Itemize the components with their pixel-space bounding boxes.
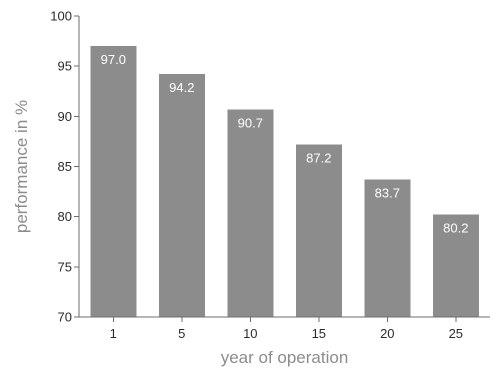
x-tick-label-10: 10 — [243, 326, 257, 341]
y-tick-label-100: 100 — [50, 9, 72, 24]
y-tick-label-70: 70 — [58, 310, 72, 325]
data-label-5: 94.2 — [169, 80, 194, 95]
bar-10 — [227, 109, 274, 317]
x-tick-label-1: 1 — [110, 326, 117, 341]
y-tick-label-90: 90 — [58, 109, 72, 124]
y-tick-label-80: 80 — [58, 209, 72, 224]
data-label-25: 80.2 — [443, 221, 468, 236]
y-tick-label-95: 95 — [58, 59, 72, 74]
x-axis-ticks: 1 5 10 15 20 25 — [110, 317, 463, 341]
x-tick-label-25: 25 — [449, 326, 463, 341]
bar-5 — [158, 74, 205, 317]
y-tick-label-85: 85 — [58, 159, 72, 174]
data-labels-layer: 97.0 94.2 90.7 87.2 83.7 80.2 — [101, 52, 469, 236]
bars-layer — [90, 46, 479, 317]
data-label-10: 90.7 — [238, 115, 263, 130]
data-label-1: 97.0 — [101, 52, 126, 67]
data-label-20: 83.7 — [375, 186, 400, 201]
x-tick-label-5: 5 — [178, 326, 185, 341]
x-tick-label-15: 15 — [312, 326, 326, 341]
bar-20 — [364, 179, 411, 317]
y-axis-title: performance in % — [12, 100, 31, 233]
y-axis-ticks: 70 75 80 85 90 95 100 — [50, 9, 79, 325]
y-tick-label-75: 75 — [58, 259, 72, 274]
data-label-15: 87.2 — [306, 150, 331, 165]
x-axis-title: year of operation — [221, 348, 349, 367]
x-tick-label-20: 20 — [380, 326, 394, 341]
bar-1 — [90, 46, 137, 317]
bar-25 — [432, 214, 479, 317]
bar-15 — [295, 144, 342, 317]
